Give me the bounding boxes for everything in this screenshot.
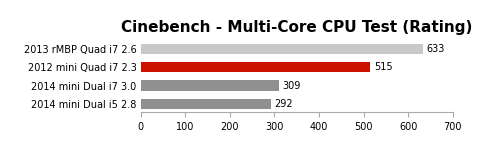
Bar (141, 62, 370, 72)
Bar (141, 99, 271, 109)
Bar (141, 44, 423, 54)
Bar (141, 80, 279, 91)
Text: 292: 292 (275, 99, 293, 109)
Text: 515: 515 (374, 62, 392, 72)
Text: 309: 309 (282, 80, 300, 91)
Title: Cinebench - Multi-Core CPU Test (Rating): Cinebench - Multi-Core CPU Test (Rating) (121, 20, 472, 35)
Text: 633: 633 (427, 44, 445, 54)
